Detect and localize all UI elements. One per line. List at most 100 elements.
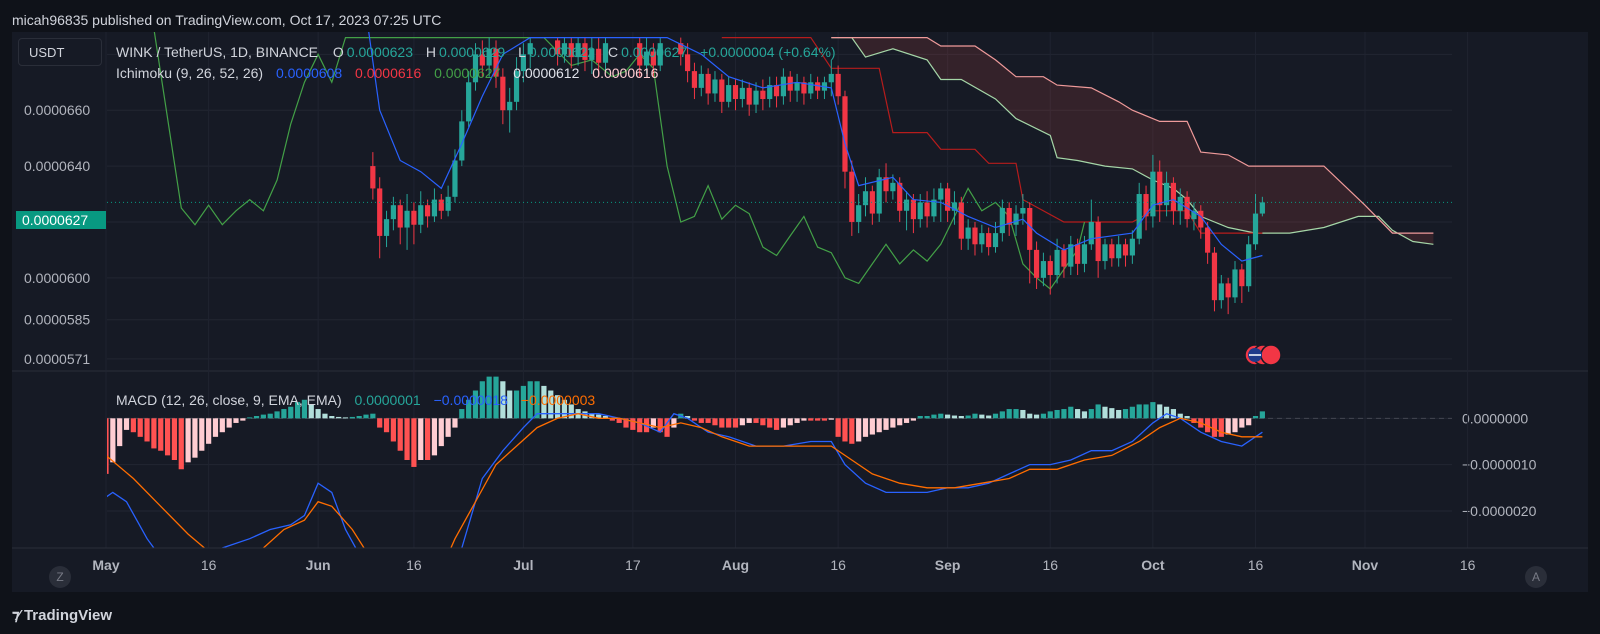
ichimoku-span-b-line xyxy=(831,37,1434,234)
candle-body xyxy=(1163,182,1170,206)
candle-body xyxy=(1232,269,1238,298)
macd-histogram-bar xyxy=(643,418,650,433)
macd-histogram-bar xyxy=(1259,411,1265,419)
candle-body xyxy=(637,43,643,66)
macd-histogram-bar xyxy=(1068,406,1074,419)
candle-body xyxy=(424,205,431,217)
candle-body xyxy=(972,227,978,245)
candle-body xyxy=(958,202,964,239)
brand-name[interactable]: TradingView xyxy=(23,606,113,624)
candle-body xyxy=(561,43,568,55)
macd-histogram-bar xyxy=(719,418,725,428)
candle-body xyxy=(780,76,786,97)
zoom-button[interactable]: Z xyxy=(49,566,71,588)
macd-line-value: −0.0000018 xyxy=(433,392,508,408)
macd-histogram-bar xyxy=(924,416,930,419)
macd-histogram-bar xyxy=(486,376,492,419)
macd-histogram-bar xyxy=(691,418,698,421)
candle-body xyxy=(1136,194,1142,239)
macd-histogram-bar xyxy=(472,390,479,419)
macd-histogram-bar xyxy=(130,418,136,433)
chart-frame[interactable]: 0.00006800.00006600.00006400.00006200.00… xyxy=(12,32,1588,592)
candle-body xyxy=(828,73,834,83)
candle-body xyxy=(856,205,862,222)
ichimoku-label: Ichimoku (9, 26, 52, 26) xyxy=(116,65,264,81)
ichimoku-span-a-value: 0.0000612 xyxy=(513,65,580,81)
macd-histogram-bar xyxy=(616,418,622,423)
macd-histogram-bar xyxy=(83,418,88,448)
macd-histogram-bar xyxy=(192,418,198,458)
candle-body xyxy=(842,96,848,172)
macd-histogram-bar xyxy=(513,390,520,419)
candle-body xyxy=(596,48,602,63)
ichimoku-span-a-line xyxy=(831,37,1434,245)
macd-histogram-bar xyxy=(1061,409,1067,419)
macd-histogram-bar xyxy=(534,381,540,419)
macd-histogram-bar xyxy=(1095,404,1101,419)
auto-scale-button[interactable]: A xyxy=(1525,566,1547,588)
macd-histogram-bar xyxy=(158,418,164,451)
macd-histogram-bar xyxy=(431,418,438,456)
macd-histogram-bar xyxy=(107,418,109,474)
candle-body xyxy=(575,43,581,58)
price-chart-svg[interactable]: 0.00006800.00006600.00006400.00006200.00… xyxy=(12,32,1588,592)
macd-histogram-bar xyxy=(178,418,184,470)
macd-histogram-bar xyxy=(787,418,793,426)
ohlc-low-label: L xyxy=(518,44,526,60)
candle-body xyxy=(390,205,396,220)
macd-histogram-bar xyxy=(835,418,841,437)
macd-histogram-bar xyxy=(951,415,958,419)
candle-body xyxy=(732,85,739,100)
macd-histogram-bar xyxy=(117,418,123,447)
candle-body xyxy=(472,54,479,83)
macd-histogram-bar xyxy=(821,418,828,421)
macd-legend: MACD (12, 26, close, 9, EMA, EMA) 0.0000… xyxy=(116,392,598,408)
macd-histogram-bar xyxy=(493,376,499,419)
candle-body xyxy=(479,54,485,66)
macd-histogram-bar xyxy=(315,409,321,419)
symbol-legend: WINK / TetherUS, 1D, BINANCE O 0.0000623 … xyxy=(116,44,839,60)
currency-button[interactable]: USDT xyxy=(18,38,102,66)
candle-body xyxy=(849,171,855,222)
macd-histogram-bar xyxy=(479,381,485,419)
ichimoku-legend: Ichimoku (9, 26, 52, 26) 0.0000608 0.000… xyxy=(116,65,661,81)
ichimoku-tenkan-value: 0.0000608 xyxy=(275,65,343,81)
macd-histogram-bar xyxy=(90,418,95,460)
macd-histogram-bar xyxy=(274,411,280,419)
macd-histogram-bar xyxy=(404,418,410,460)
candle-body xyxy=(945,188,951,211)
candle-body xyxy=(1246,244,1252,287)
x-tick-label: Aug xyxy=(722,557,749,573)
candle-body xyxy=(1006,207,1012,225)
candle-body xyxy=(1088,221,1094,245)
candle-body xyxy=(739,87,745,100)
macd-histogram-bar xyxy=(568,404,574,419)
macd-signal-line xyxy=(107,413,1263,548)
macd-histogram-bar xyxy=(685,416,691,419)
macd-histogram-bar xyxy=(329,416,335,419)
candle-body xyxy=(1143,194,1149,217)
x-tick-label: Nov xyxy=(1352,557,1379,573)
candle-body xyxy=(979,233,985,245)
macd-histogram-bar xyxy=(356,416,362,419)
macd-histogram-bar xyxy=(123,418,130,430)
candle-body xyxy=(951,202,958,211)
macd-histogram-bar xyxy=(541,385,547,419)
macd-histogram-bar xyxy=(890,418,896,428)
candle-body xyxy=(397,205,403,228)
macd-histogram-bar xyxy=(938,413,944,419)
macd-histogram-bar xyxy=(260,414,266,419)
macd-histogram-bar xyxy=(42,418,47,446)
macd-histogram-bar xyxy=(801,418,807,421)
publish-header: micah96835 published on TradingView.com,… xyxy=(0,0,1600,32)
candle-body xyxy=(1081,244,1088,264)
macd-histogram-bar xyxy=(1239,418,1245,428)
macd-histogram-bar xyxy=(1109,408,1115,419)
macd-histogram-bar xyxy=(767,418,773,428)
candle-body xyxy=(1020,207,1026,214)
macd-histogram-bar xyxy=(144,418,150,442)
macd-histogram-bar xyxy=(308,404,314,419)
candle-body xyxy=(1033,249,1040,278)
candle-body xyxy=(712,79,718,94)
macd-histogram-bar xyxy=(726,418,732,428)
